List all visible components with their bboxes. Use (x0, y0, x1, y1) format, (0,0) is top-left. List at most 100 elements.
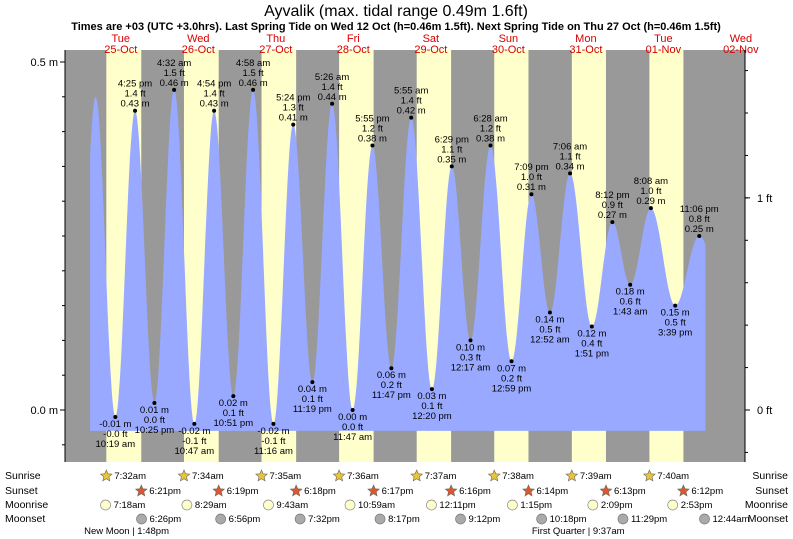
sunrise-icon (332, 469, 346, 482)
moonrise-time: 10:59am (358, 500, 395, 511)
high-tide-label: 0.42 m (397, 106, 426, 117)
moonset-icon (617, 513, 629, 525)
high-tide-label: 0.38 m (358, 134, 387, 145)
sunrise-time: 7:32am (114, 471, 146, 482)
moonrise-icon (100, 499, 111, 511)
moonset-time: 11:29pm (631, 514, 667, 525)
low-tide-label: 11:47 pm (372, 390, 411, 401)
high-tide-label: 0.34 m (556, 161, 585, 172)
tide-extreme-point (449, 164, 454, 169)
tide-extreme-point (251, 87, 256, 92)
high-tide-label: 1.4 ft (124, 89, 145, 100)
sunset-icon (134, 484, 148, 497)
moon-phase-label: New Moon | 1:48pm (84, 526, 169, 537)
moonrise-time: 1:15pm (520, 500, 552, 511)
day-name-label: Wed (730, 33, 752, 45)
high-tide-label: 1.5 ft (243, 68, 264, 79)
low-tide-label: 11:47 am (333, 432, 372, 443)
low-tide-label: 11:16 am (254, 446, 293, 457)
moonset-icon (374, 513, 386, 525)
sunset-time: 6:18pm (304, 486, 336, 497)
day-date-label: 01-Nov (646, 44, 682, 56)
sunset-icon (367, 484, 381, 497)
high-tide-label: 1.0 ft (640, 186, 661, 197)
moonrise-icon (667, 499, 679, 511)
low-tide-label: -0.01 m (99, 419, 131, 430)
high-tide-label: 1.2 ft (362, 124, 383, 135)
sunset-icon (676, 484, 690, 497)
high-tide-label: 0.8 ft (689, 214, 710, 225)
tide-extreme-point (589, 324, 594, 329)
moonset-time: 6:56pm (229, 514, 261, 525)
sunrise-time: 7:35am (270, 471, 302, 482)
low-tide-label: 0.1 ft (421, 401, 442, 412)
tide-extreme-point (310, 380, 315, 385)
tide-extreme-point (529, 192, 534, 197)
moonset-icon (215, 513, 227, 525)
moonrise-time: 2:09pm (601, 500, 633, 511)
day-name-label: Sat (423, 33, 440, 45)
sunset-time: 6:16pm (459, 486, 491, 497)
moonrise-icon (426, 499, 437, 511)
day-name-label: Wed (187, 33, 209, 45)
low-tide-label: 0.07 m (497, 363, 526, 374)
moonrise-time: 2:53pm (681, 500, 713, 511)
tide-area (90, 89, 706, 431)
sunset-icon (522, 484, 535, 497)
moonrise-time: 7:18am (114, 500, 146, 511)
tide-extreme-point (409, 115, 414, 120)
day-name-label: Fri (347, 33, 360, 45)
high-tide-label: 4:32 am (157, 58, 191, 69)
chart-subtitle: Times are +03 (UTC +3.0hrs). Last Spring… (71, 21, 721, 33)
moonset-time: 9:12pm (469, 514, 501, 525)
day-date-label: 25-Oct (104, 44, 137, 56)
day-name-label: Tue (654, 33, 673, 45)
low-tide-label: 0.5 ft (539, 325, 560, 336)
low-tide-label: 0.00 m (338, 412, 367, 423)
low-tide-label: 0.04 m (298, 384, 327, 395)
high-tide-label: 1.1 ft (559, 151, 580, 162)
day-name-label: Mon (575, 33, 596, 45)
moonset-time: 6:26pm (150, 514, 182, 525)
high-tide-label: 6:29 pm (435, 134, 469, 145)
left-margin (0, 50, 65, 462)
high-tide-label: 0.46 m (160, 78, 189, 89)
sunrise-icon (487, 469, 501, 482)
low-tide-label: 0.0 ft (144, 415, 165, 426)
high-tide-label: 0.31 m (517, 182, 546, 193)
high-tide-label: 4:25 pm (118, 79, 152, 90)
sunrise-time: 7:37am (425, 471, 457, 482)
high-tide-label: 1.4 ft (322, 82, 343, 93)
moonrise-icon (587, 499, 599, 511)
high-tide-label: 1.4 ft (401, 96, 422, 107)
low-tide-label: 0.12 m (577, 328, 606, 339)
moonrise-icon (344, 499, 356, 511)
sunset-time: 6:13pm (614, 486, 646, 497)
sunset-icon (444, 484, 458, 497)
low-tide-label: -0.0 ft (103, 429, 128, 440)
high-tide-label: 1.5 ft (164, 68, 185, 79)
moonrise-icon (507, 499, 518, 511)
moon-phase-label: First Quarter | 9:37am (532, 526, 625, 537)
high-tide-label: 7:09 pm (514, 162, 548, 173)
tide-extreme-point (547, 310, 552, 315)
tide-extreme-point (610, 220, 615, 225)
row-label-left: Moonset (5, 513, 45, 525)
low-tide-label: 10:25 pm (135, 425, 175, 436)
low-tide-label: 10:51 pm (214, 418, 254, 429)
chart-title: Ayvalik (max. tidal range 0.49m 1.6ft) (264, 3, 528, 20)
tide-curve (90, 89, 706, 431)
tide-extreme-point (429, 387, 434, 392)
tide-extreme-point (192, 421, 197, 426)
low-tide-label: 0.1 ft (302, 394, 323, 405)
sunset-time: 6:14pm (536, 486, 568, 497)
sunrise-icon (565, 469, 579, 482)
tide-extreme-point (509, 359, 514, 364)
tide-extreme-point (370, 143, 375, 148)
low-tide-label: 0.06 m (377, 370, 406, 381)
high-tide-label: 0.27 m (598, 210, 627, 221)
low-tide-label: 0.0 ft (342, 422, 363, 433)
low-tide-label: 10:47 am (175, 446, 215, 457)
tide-extreme-point (568, 171, 573, 176)
high-tide-label: 1.1 ft (441, 144, 462, 155)
